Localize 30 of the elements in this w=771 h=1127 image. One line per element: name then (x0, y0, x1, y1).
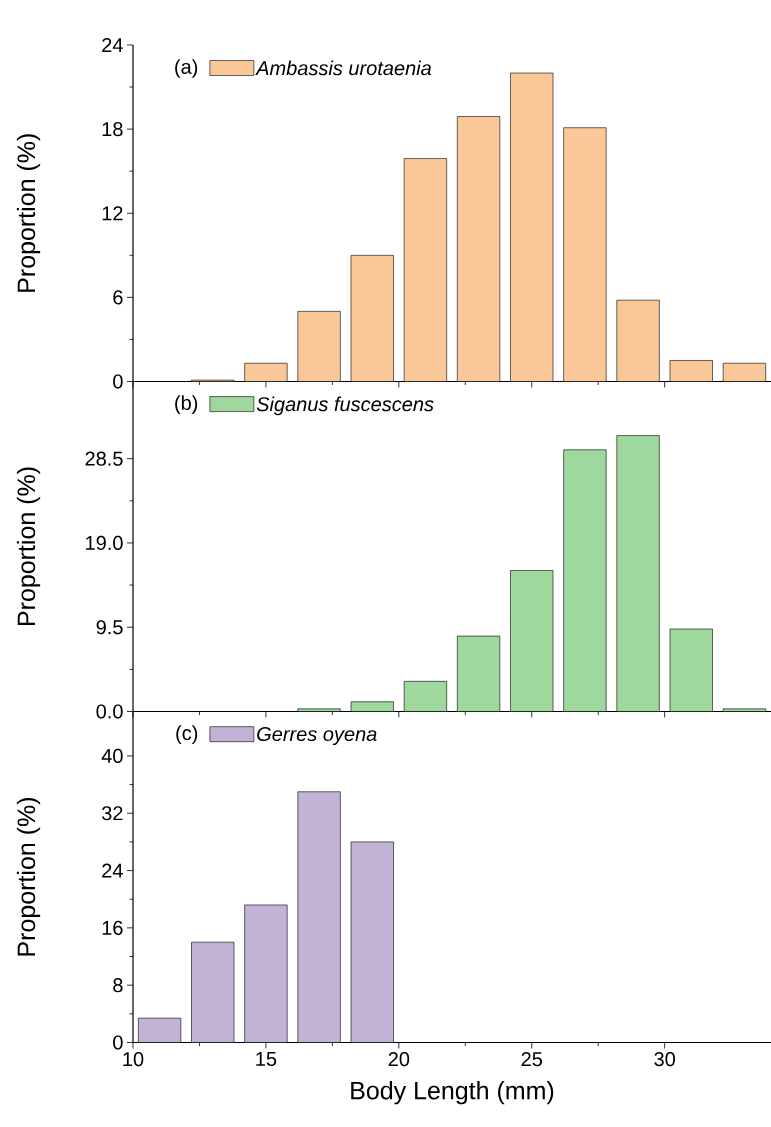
y-axis-title: Proportion (%) (16, 798, 41, 956)
y-tick-label: 18 (102, 122, 123, 137)
x-tick-label: 30 (654, 1052, 675, 1067)
x-tick-label: 15 (256, 1052, 277, 1066)
annotation: (b) (175, 395, 198, 414)
y-tick-label: 8 (113, 978, 123, 993)
y-tick-label: 0.0 (96, 704, 123, 719)
x-axis-title: Body Length (mm) (351, 1081, 554, 1105)
y-axis-title: Proportion (%) (16, 134, 41, 292)
annotation: (c) (176, 725, 198, 744)
x-tick-label: 25 (521, 1052, 543, 1067)
x-tick-label: 20 (388, 1052, 410, 1067)
legend-label: Gerres oyena (257, 726, 377, 746)
y-tick-label: 0 (113, 1035, 123, 1050)
legend-label: Siganus fuscescens (256, 396, 434, 416)
x-tick-label: 10 (123, 1052, 144, 1067)
y-tick-label: 24 (102, 863, 123, 878)
y-tick-label: 40 (101, 748, 123, 763)
y-tick-label: 6 (113, 290, 123, 305)
y-tick-label: 32 (101, 806, 123, 821)
y-tick-label: 12 (102, 206, 123, 221)
y-tick-label: 24 (102, 38, 123, 52)
y-tick-label: 16 (102, 920, 123, 935)
y-axis-title: Proportion (%) (16, 467, 41, 626)
annotation: (a) (175, 59, 198, 78)
y-tick-label: 0 (113, 374, 123, 389)
legend-label: Ambassis urotaenia (255, 60, 432, 76)
y-tick-label: 28.5 (85, 451, 123, 466)
y-tick-label: 9.5 (96, 620, 123, 635)
y-tick-label: 19.0 (86, 535, 123, 551)
